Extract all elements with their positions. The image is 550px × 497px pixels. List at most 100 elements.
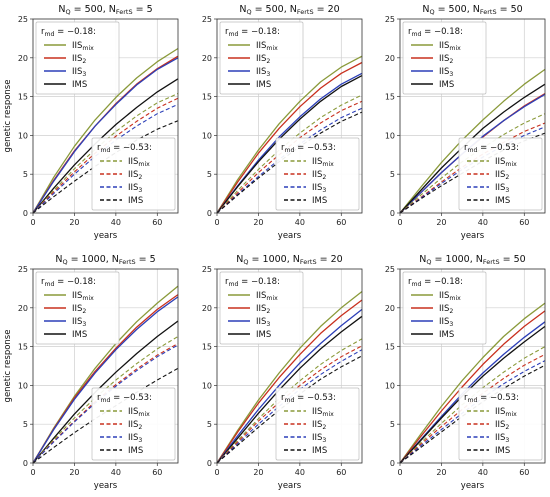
- y-tick-label: 25: [202, 15, 212, 24]
- legend-label-IISmix: IISmix: [128, 157, 150, 168]
- series-IISmix-rmd018: [399, 68, 546, 214]
- y-tick-label: 25: [18, 265, 28, 274]
- panel-title: NQ = 1000, NFertS = 5: [55, 254, 155, 266]
- plot-frame: [399, 18, 546, 214]
- legend-box: [35, 271, 120, 345]
- x-tick-label: 0: [30, 468, 35, 477]
- legend-box: [35, 21, 120, 95]
- legend-label-IIS3: IIS3: [495, 433, 509, 444]
- legend-header: rmd = −0.53:: [464, 393, 519, 404]
- legend-label-IIS2: IIS2: [128, 170, 142, 181]
- y-tick-label: 10: [202, 381, 212, 390]
- legend-header: rmd = −0.18:: [41, 27, 96, 38]
- y-tick-label: 10: [18, 131, 28, 140]
- y-tick-label: 0: [23, 209, 28, 218]
- plot-frame: [32, 268, 179, 464]
- panel-1: NQ = 500, NFertS = 5 0 20 40 60 0 5 10 15 20 25 yea…: [3, 4, 179, 241]
- legend-label-IIS3: IIS3: [256, 317, 270, 328]
- legend-label-IIS3: IIS3: [312, 433, 326, 444]
- x-tick-label: 60: [336, 468, 346, 477]
- legend-label-IMS: IMS: [128, 196, 143, 206]
- legend-box: [91, 137, 176, 211]
- series-IISmix-rmd018: [216, 55, 363, 214]
- legend-label-IISmix: IISmix: [439, 41, 461, 52]
- legend-label-IMS: IMS: [256, 80, 271, 90]
- legend-box: [402, 21, 487, 95]
- legend-label-IISmix: IISmix: [128, 407, 150, 418]
- x-tick-label: 0: [397, 218, 402, 227]
- x-tick-label: 0: [30, 218, 35, 227]
- legend-rmd-018: rmd = −0.18: IISmix IIS2 IIS3 IMS: [35, 21, 120, 95]
- series-IISmix-rmd018: [32, 47, 179, 214]
- x-tick-label: 20: [253, 468, 263, 477]
- legend-header: rmd = −0.18:: [225, 277, 280, 288]
- x-axis-label: years: [94, 481, 118, 491]
- legend-label-IIS2: IIS2: [495, 420, 509, 431]
- legend-label-IIS2: IIS2: [256, 304, 270, 315]
- series-IISmix-rmd053: [32, 92, 179, 214]
- legend-label-IISmix: IISmix: [439, 291, 461, 302]
- legend-label-IISmix: IISmix: [495, 407, 517, 418]
- legend-rmd-018: rmd = −0.18: IISmix IIS2 IIS3 IMS: [402, 21, 487, 95]
- x-tick-label: 40: [478, 218, 488, 227]
- y-tick-label: 20: [202, 54, 212, 63]
- x-tick-label: 40: [111, 468, 121, 477]
- y-tick-label: 5: [207, 170, 212, 179]
- legend-rmd-053: rmd = −0.53: IISmix IIS2 IIS3 IMS: [91, 387, 176, 461]
- y-tick-label: 25: [385, 15, 395, 24]
- panel-title: NQ = 1000, NFertS = 50: [419, 254, 525, 266]
- y-tick-label: 5: [23, 170, 28, 179]
- panel-title: NQ = 500, NFertS = 20: [239, 4, 339, 16]
- panel-5: NQ = 1000, NFertS = 20 0 20 40 60 0 5 10 15 20 25 y…: [202, 254, 363, 491]
- series-IIS2-rmd053: [399, 122, 546, 214]
- x-tick-label: 20: [69, 468, 79, 477]
- series-IIS2-rmd018: [216, 61, 363, 214]
- legend-rmd-053: rmd = −0.53: IISmix IIS2 IIS3 IMS: [91, 137, 176, 211]
- series-IIS3-rmd053: [32, 103, 179, 214]
- y-tick-label: 20: [385, 304, 395, 313]
- y-tick-label: 25: [202, 265, 212, 274]
- panel-2: NQ = 500, NFertS = 20 0 20 40 60 0 5 10 15 20 25 ye…: [202, 4, 363, 241]
- y-tick-label: 10: [385, 381, 395, 390]
- legend-label-IMS: IMS: [439, 330, 454, 340]
- legend-label-IIS2: IIS2: [312, 420, 326, 431]
- series-IMS-rmd018: [216, 75, 363, 214]
- legend-header: rmd = −0.53:: [464, 143, 519, 154]
- legend-label-IMS: IMS: [72, 330, 87, 340]
- legend-label-IIS2: IIS2: [312, 170, 326, 181]
- legend-header: rmd = −0.53:: [97, 393, 152, 404]
- x-axis-label: years: [278, 231, 302, 241]
- plot-frame: [216, 268, 363, 464]
- y-tick-label: 15: [18, 343, 28, 352]
- y-tick-label: 15: [18, 93, 28, 102]
- series-IMS-rmd053: [32, 120, 179, 214]
- y-tick-label: 10: [202, 131, 212, 140]
- x-axis-label: years: [461, 481, 485, 491]
- legend-label-IISmix: IISmix: [72, 41, 94, 52]
- x-tick-label: 60: [336, 218, 346, 227]
- legend-label-IIS3: IIS3: [72, 67, 86, 78]
- legend-label-IISmix: IISmix: [312, 407, 334, 418]
- panel-title: NQ = 1000, NFertS = 20: [236, 254, 342, 266]
- series-IMS-rmd018: [32, 78, 179, 214]
- x-tick-label: 20: [253, 218, 263, 227]
- legend-label-IIS2: IIS2: [439, 304, 453, 315]
- legend-box: [219, 21, 304, 95]
- y-tick-label: 0: [207, 459, 212, 468]
- y-tick-label: 0: [207, 209, 212, 218]
- y-tick-label: 5: [207, 420, 212, 429]
- legend-box: [275, 387, 360, 461]
- y-tick-label: 5: [390, 420, 395, 429]
- legend-rmd-053: rmd = −0.53: IISmix IIS2 IIS3 IMS: [275, 137, 360, 211]
- x-tick-label: 40: [295, 218, 305, 227]
- x-tick-label: 60: [152, 218, 162, 227]
- x-axis-label: years: [94, 231, 118, 241]
- y-tick-label: 15: [202, 343, 212, 352]
- y-tick-label: 15: [202, 93, 212, 102]
- legend-label-IMS: IMS: [439, 80, 454, 90]
- legend-label-IISmix: IISmix: [72, 291, 94, 302]
- x-tick-label: 20: [436, 468, 446, 477]
- series-IMS-rmd018: [399, 325, 546, 464]
- legend-label-IISmix: IISmix: [256, 291, 278, 302]
- legend-label-IIS3: IIS3: [128, 433, 142, 444]
